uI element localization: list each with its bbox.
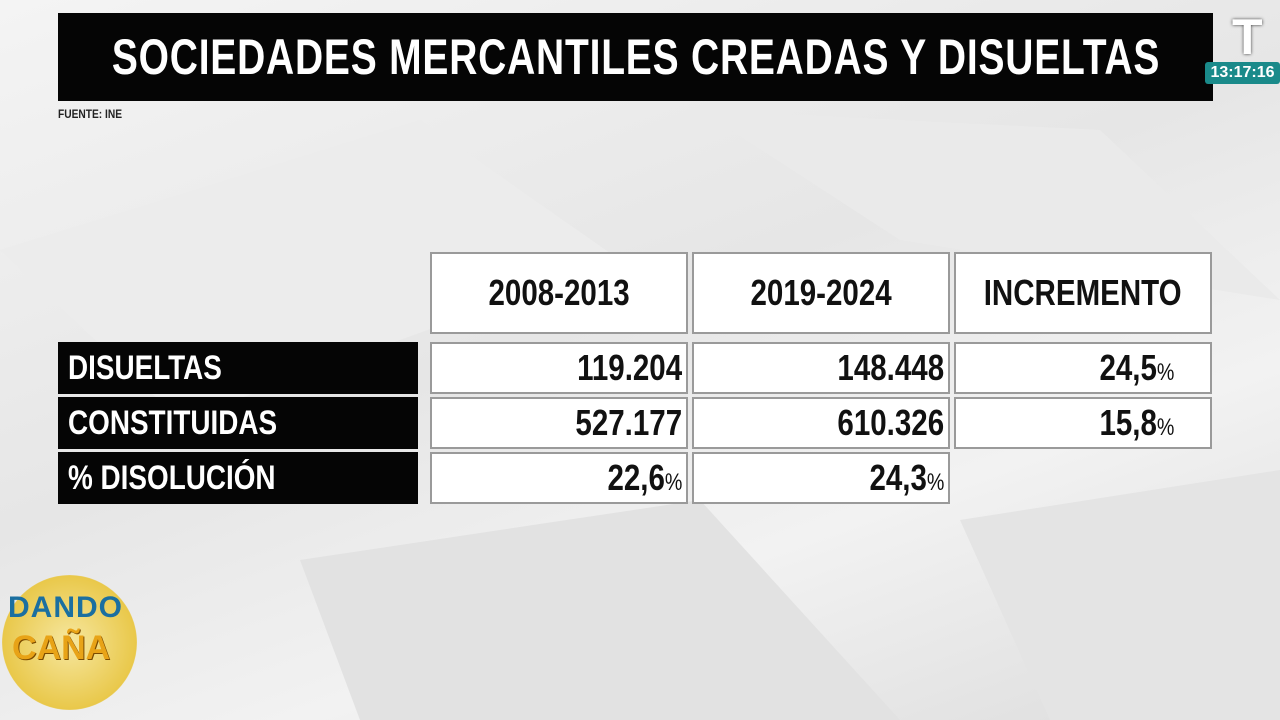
show-logo-top: DANDO [8,591,123,624]
bg-shape [960,470,1280,720]
cell: 24,3% [692,452,950,504]
cell: 148.448 [692,342,950,394]
cell-value: 24,5 [1099,347,1157,388]
cell-text: 610.326 [837,402,944,443]
column-header-text: 2019-2024 [750,272,892,313]
channel-logo: T [1232,9,1263,65]
show-logo-bottom: CAÑA [12,629,111,667]
cell-text: 15,8% [1099,402,1174,444]
cell: 527.177 [430,397,688,449]
cell-text: 527.177 [575,402,682,443]
column-header-text: 2008-2013 [488,272,630,313]
row-label-text: CONSTITUIDAS [68,403,278,442]
cell-unit: % [926,469,944,496]
cell-unit: % [664,469,682,496]
cell: 15,8% [954,397,1212,449]
clock: 13:17:16 [1205,62,1280,84]
cell: 24,5% [954,342,1212,394]
show-logo: DANDO CAÑA [2,575,137,710]
row-label: DISUELTAS [58,342,418,394]
column-header-text: INCREMENTO [984,272,1182,313]
cell-value: 24,3 [869,457,927,498]
cell-value: 15,8 [1099,402,1157,443]
cell-text: 24,5% [1099,347,1174,389]
row-label-text: DISUELTAS [68,348,222,387]
title-bar: SOCIEDADES MERCANTILES CREADAS Y DISUELT… [58,13,1213,101]
cell-unit: % [1156,359,1174,386]
cell-value: 22,6 [607,457,665,498]
row-label: CONSTITUIDAS [58,397,418,449]
column-header: 2008-2013 [430,252,688,334]
row-label-text: % DISOLUCIÓN [68,458,276,497]
cell-unit: % [1156,414,1174,441]
title: SOCIEDADES MERCANTILES CREADAS Y DISUELT… [111,29,1160,85]
cell: 119.204 [430,342,688,394]
cell-text: 24,3% [869,457,944,499]
cell: 610.326 [692,397,950,449]
column-header: 2019-2024 [692,252,950,334]
cell: 22,6% [430,452,688,504]
row-label: % DISOLUCIÓN [58,452,418,504]
column-header: INCREMENTO [954,252,1212,334]
cell-text: 148.448 [837,347,944,388]
bg-shape [300,500,900,720]
cell-text: 119.204 [576,347,682,388]
source: FUENTE: INE [58,107,123,121]
cell-text: 22,6% [607,457,682,499]
